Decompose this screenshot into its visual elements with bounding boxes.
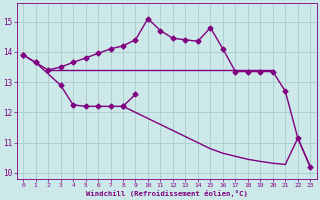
X-axis label: Windchill (Refroidissement éolien,°C): Windchill (Refroidissement éolien,°C) [86, 190, 248, 197]
